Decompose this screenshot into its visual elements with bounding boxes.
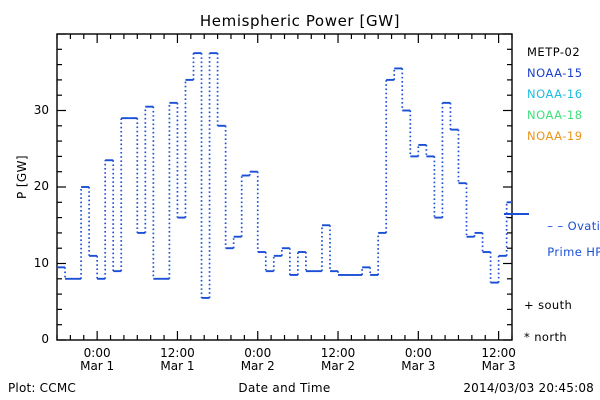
x-tick-date: Mar 3 — [401, 359, 436, 373]
x-tick-date: Mar 1 — [80, 359, 115, 373]
x-tick-time: 12:00 — [320, 346, 356, 360]
x-tick-date: Mar 2 — [240, 359, 275, 373]
legend-item-noaa-15: NOAA-15 — [527, 66, 583, 80]
plot-credit: Plot: CCMC — [8, 381, 76, 395]
x-tick-label: 12:00 Mar 1 — [137, 347, 217, 373]
x-tick-label: 0:00 Mar 1 — [57, 347, 137, 373]
y-tick-label: 0 — [41, 332, 49, 346]
x-tick-label: 12:00 Mar 3 — [459, 347, 539, 373]
legend-item-noaa-18: NOAA-18 — [527, 108, 583, 122]
ovation-note-line2: Prime HPI — [547, 245, 600, 259]
y-tick-label: 10 — [33, 255, 49, 270]
x-tick-label: 0:00 Mar 3 — [378, 347, 458, 373]
x-tick-date: Mar 1 — [160, 359, 195, 373]
x-tick-date: Mar 2 — [320, 359, 356, 373]
timestamp: 2014/03/03 20:45:08 — [463, 381, 594, 395]
data-series-ovation-prime-hpi — [57, 52, 512, 299]
x-tick-date: Mar 3 — [481, 359, 516, 373]
x-tick-label: 0:00 Mar 2 — [218, 347, 298, 373]
ovation-note-line1: – – Ovation — [547, 219, 600, 233]
x-tick-time: 0:00 — [404, 346, 432, 360]
chart-title: Hemispheric Power [GW] — [199, 12, 401, 30]
y-tick-label: 20 — [33, 179, 49, 193]
x-axis-label: Date and Time — [238, 381, 331, 395]
legend-item-noaa-16: NOAA-16 — [527, 87, 583, 101]
x-tick-label: 12:00 Mar 2 — [298, 347, 378, 373]
legend-item-noaa-19: NOAA-19 — [527, 129, 583, 143]
y-tick-label: 30 — [33, 102, 49, 117]
south-marker-legend: + south — [524, 298, 573, 312]
legend-item-metp-02: METP-02 — [527, 45, 581, 59]
x-tick-time: 0:00 — [83, 346, 111, 360]
x-tick-time: 0:00 — [244, 346, 272, 360]
north-marker-legend: * north — [524, 330, 568, 344]
x-tick-time: 12:00 — [481, 346, 516, 360]
ovation-prime-hpi-note: – – Ovation Prime HPI — [531, 207, 600, 272]
x-tick-time: 12:00 — [160, 346, 195, 360]
